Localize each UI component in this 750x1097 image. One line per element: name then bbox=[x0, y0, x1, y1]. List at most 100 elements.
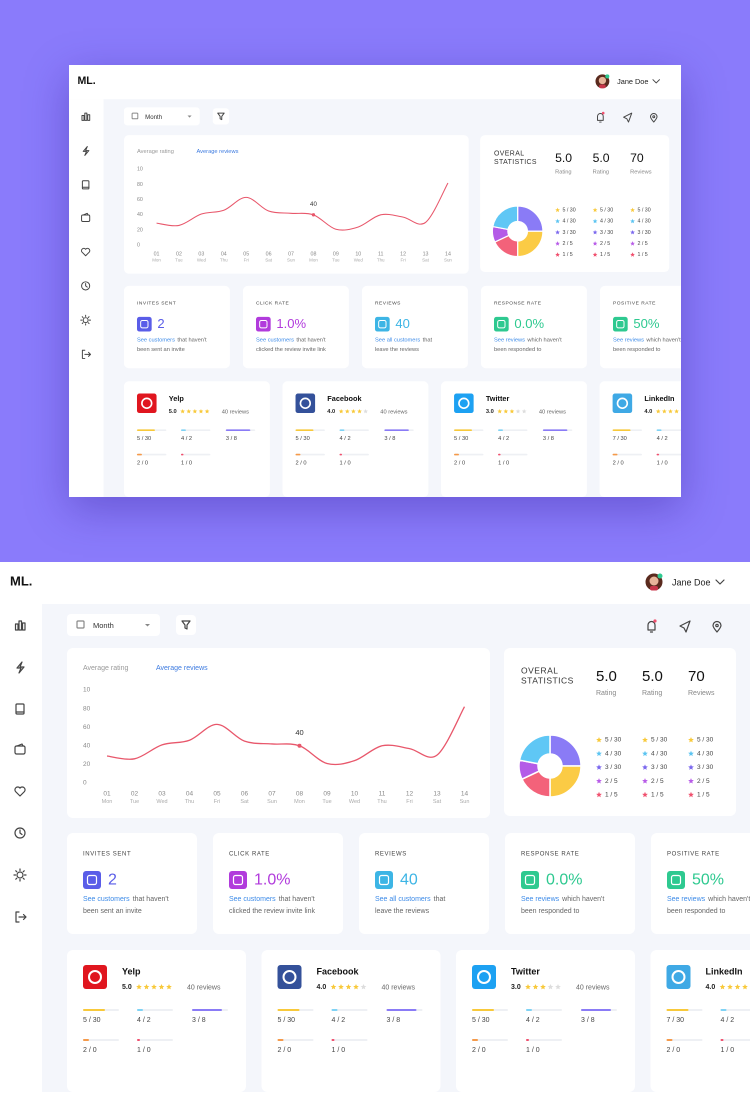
kpi-icon bbox=[521, 871, 539, 889]
x-tick-day: Wed bbox=[197, 257, 207, 262]
sidebar bbox=[0, 604, 42, 1092]
x-tick-label: 01 bbox=[154, 251, 160, 257]
breakdown-label: 2 / 5 bbox=[697, 778, 710, 785]
kpi-link[interactable]: See customers bbox=[256, 337, 294, 343]
statistic-label: Reviews bbox=[630, 169, 652, 175]
x-tick-day: Sun bbox=[287, 257, 295, 262]
x-tick-day: Sat bbox=[422, 257, 429, 262]
user-name[interactable]: Jane Doe bbox=[672, 577, 711, 587]
filter-button[interactable] bbox=[213, 108, 229, 124]
kpi-value: 40 bbox=[395, 316, 410, 331]
kpi-title: CLICK RATE bbox=[229, 852, 270, 858]
bar-label: 1 / 0 bbox=[721, 1047, 735, 1054]
bar-fill bbox=[296, 454, 301, 456]
x-tick-day: Wed bbox=[354, 257, 364, 262]
chart-tab-active[interactable]: Average reviews bbox=[156, 665, 208, 672]
x-tick-day: Thu bbox=[185, 799, 194, 805]
period-label[interactable]: Month bbox=[145, 114, 162, 121]
kpi-text: which haven't bbox=[707, 896, 750, 903]
kpi-text: that haven't bbox=[296, 337, 326, 343]
kpi-link[interactable]: See all customers bbox=[375, 337, 420, 343]
bar-label: 2 / 0 bbox=[454, 460, 465, 466]
bar-fill bbox=[613, 454, 618, 456]
chart-tab[interactable]: Average rating bbox=[83, 665, 129, 672]
x-tick-day: Thu bbox=[220, 257, 228, 262]
x-tick-day: Mon bbox=[294, 799, 305, 805]
platform-logo bbox=[296, 393, 316, 413]
platform-rating: 4.0 bbox=[317, 984, 327, 991]
y-tick-label: 80 bbox=[83, 705, 91, 712]
x-tick-label: 02 bbox=[176, 251, 182, 257]
x-tick-label: 04 bbox=[221, 251, 227, 257]
platform-rating: 3.0 bbox=[486, 409, 494, 415]
kpi-link[interactable]: See reviews bbox=[494, 337, 525, 343]
platform-reviews: 40 reviews bbox=[222, 409, 249, 415]
y-tick-label: 60 bbox=[83, 724, 91, 731]
x-tick-label: 08 bbox=[296, 791, 304, 798]
platform-logo bbox=[667, 965, 691, 989]
bar-fill bbox=[83, 1009, 105, 1011]
bar-fill bbox=[667, 1009, 689, 1011]
kpi-link[interactable]: See reviews bbox=[613, 337, 644, 343]
avatar[interactable] bbox=[646, 574, 663, 591]
kpi-link[interactable]: See customers bbox=[229, 896, 276, 903]
kpi-link[interactable]: See all customers bbox=[375, 896, 431, 903]
bar-fill bbox=[581, 1009, 611, 1011]
kpi-link[interactable]: See reviews bbox=[521, 896, 560, 903]
kpi-link[interactable]: See reviews bbox=[667, 896, 706, 903]
kpi-link[interactable]: See customers bbox=[83, 896, 130, 903]
bar-track bbox=[137, 1039, 173, 1041]
bar-fill bbox=[137, 1039, 140, 1041]
filter-button[interactable] bbox=[176, 615, 196, 635]
breakdown-label: 5 / 30 bbox=[697, 737, 714, 744]
y-tick-label: 0 bbox=[83, 780, 87, 787]
x-tick-label: 12 bbox=[406, 791, 414, 798]
bar-fill bbox=[278, 1039, 284, 1041]
bar-label: 5 / 30 bbox=[454, 436, 468, 442]
bar-label: 4 / 2 bbox=[657, 436, 668, 442]
period-label[interactable]: Month bbox=[93, 621, 114, 630]
x-tick-label: 14 bbox=[461, 791, 469, 798]
kpi-icon bbox=[83, 871, 101, 889]
bar-label: 2 / 0 bbox=[667, 1047, 681, 1054]
x-tick-day: Sun bbox=[460, 799, 470, 805]
kpi-title: INVITES SENT bbox=[83, 852, 131, 858]
platform-rating: 3.0 bbox=[511, 984, 521, 991]
platform-rating: 4.0 bbox=[644, 409, 652, 415]
x-tick-day: Tue bbox=[130, 799, 139, 805]
statistic-label: Rating bbox=[642, 690, 662, 697]
kpi-icon bbox=[229, 871, 247, 889]
x-tick-day: Wed bbox=[349, 799, 360, 805]
x-tick-label: 11 bbox=[378, 251, 384, 257]
kpi-description: clicked the review invite link bbox=[256, 347, 326, 353]
y-tick-label: 40 bbox=[83, 743, 91, 750]
breakdown-label: 1 / 5 bbox=[600, 252, 610, 258]
chart-tab[interactable]: Average rating bbox=[137, 149, 174, 155]
bar-fill bbox=[137, 454, 142, 456]
bar-label: 2 / 0 bbox=[83, 1047, 97, 1054]
user-name[interactable]: Jane Doe bbox=[617, 77, 648, 86]
platform-name: Facebook bbox=[317, 966, 360, 976]
platform-logo bbox=[137, 393, 157, 413]
x-tick-label: 10 bbox=[351, 791, 359, 798]
chart-tab-active[interactable]: Average reviews bbox=[196, 149, 238, 155]
breakdown-label: 2 / 5 bbox=[600, 241, 610, 247]
platform-reviews: 40 reviews bbox=[382, 984, 416, 991]
kpi-text: which haven't bbox=[561, 896, 604, 903]
platform-name: Twitter bbox=[486, 394, 510, 403]
avatar[interactable] bbox=[595, 74, 609, 88]
y-tick-label: 10 bbox=[137, 167, 143, 173]
x-tick-label: 03 bbox=[158, 791, 166, 798]
bar-label: 2 / 0 bbox=[472, 1047, 486, 1054]
x-tick-day: Tue bbox=[322, 799, 331, 805]
bar-label: 2 / 0 bbox=[613, 460, 624, 466]
kpi-text: that bbox=[423, 337, 433, 343]
statistic-label: Rating bbox=[593, 169, 609, 175]
kpi-link[interactable]: See customers bbox=[137, 337, 175, 343]
bar-label: 4 / 2 bbox=[498, 436, 509, 442]
kpi-title: INVITES SENT bbox=[137, 300, 176, 306]
kpi-title: CLICK RATE bbox=[256, 300, 290, 306]
